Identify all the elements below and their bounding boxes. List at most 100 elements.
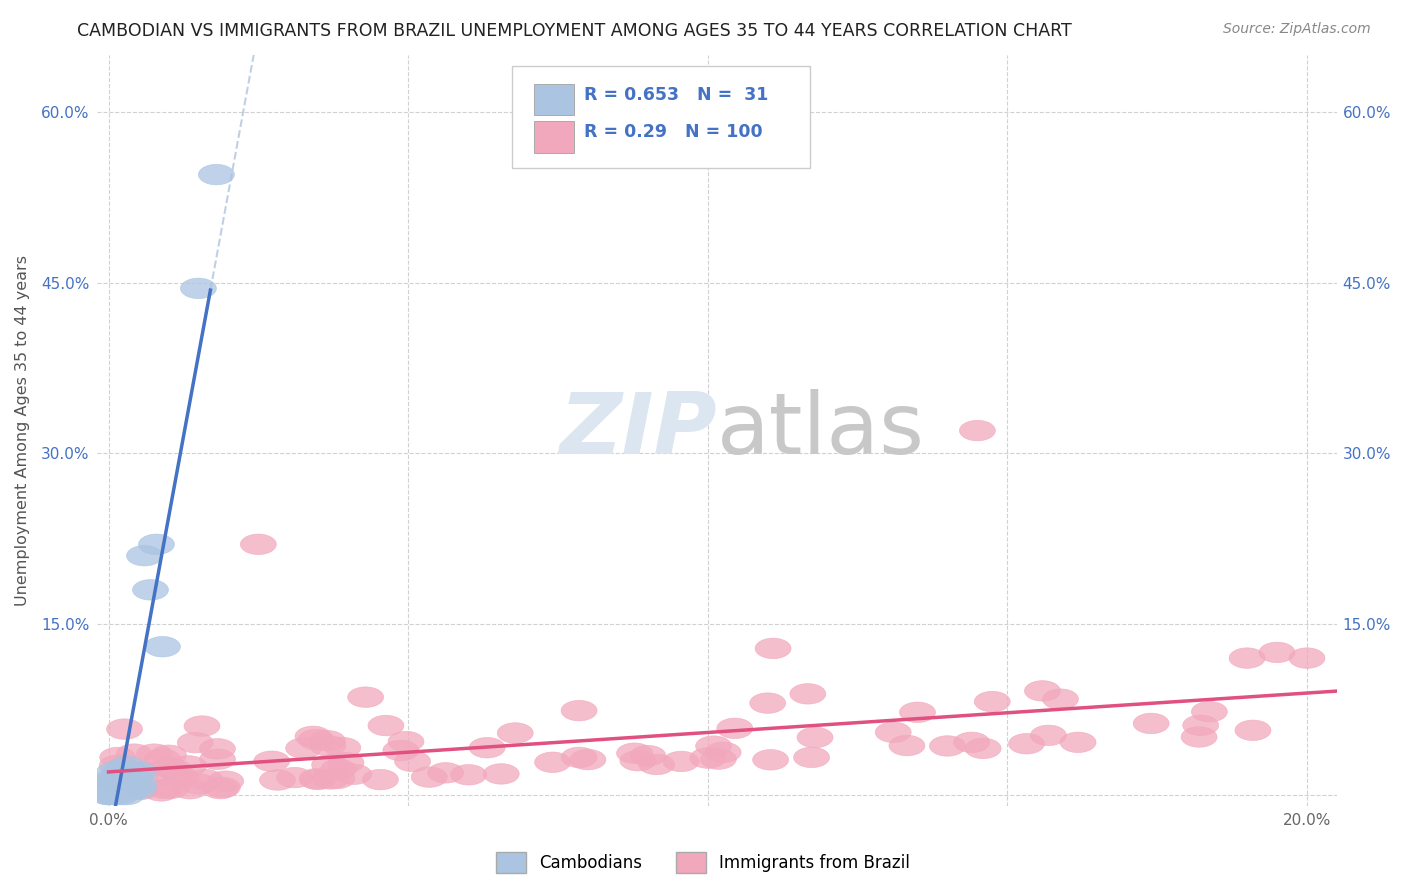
Text: R = 0.653   N =  31: R = 0.653 N = 31 [583,86,769,104]
Ellipse shape [103,779,139,799]
Ellipse shape [1025,681,1060,701]
Ellipse shape [103,762,139,782]
Text: atlas: atlas [717,389,925,472]
Ellipse shape [121,779,156,799]
Ellipse shape [285,738,322,758]
Ellipse shape [240,534,277,555]
Ellipse shape [125,762,162,782]
Ellipse shape [132,580,169,600]
Ellipse shape [100,756,135,776]
Ellipse shape [470,738,505,758]
Ellipse shape [630,746,666,766]
Ellipse shape [312,755,347,775]
Ellipse shape [277,767,312,788]
Ellipse shape [260,770,295,790]
Ellipse shape [90,773,127,794]
Ellipse shape [90,779,127,799]
Ellipse shape [114,773,150,794]
Ellipse shape [876,722,911,742]
Ellipse shape [295,726,330,747]
Ellipse shape [889,735,925,756]
Ellipse shape [90,784,127,805]
Ellipse shape [1008,733,1045,754]
Ellipse shape [156,760,193,780]
Ellipse shape [202,779,238,799]
Ellipse shape [118,765,155,786]
Legend: Cambodians, Immigrants from Brazil: Cambodians, Immigrants from Brazil [489,846,917,880]
Text: R = 0.29   N = 100: R = 0.29 N = 100 [583,123,762,142]
Ellipse shape [180,773,217,794]
Ellipse shape [145,637,180,657]
Ellipse shape [150,756,187,777]
Ellipse shape [347,687,384,707]
Ellipse shape [1182,715,1219,736]
Ellipse shape [484,764,519,784]
Ellipse shape [121,762,156,782]
Ellipse shape [312,769,349,789]
Ellipse shape [198,164,235,185]
Ellipse shape [336,764,371,785]
Ellipse shape [974,691,1011,712]
Ellipse shape [97,762,132,782]
Ellipse shape [388,731,425,752]
Ellipse shape [638,755,675,775]
Ellipse shape [363,770,398,789]
Ellipse shape [98,772,135,792]
Ellipse shape [1133,714,1170,734]
Ellipse shape [180,278,217,299]
Ellipse shape [184,715,219,736]
Ellipse shape [561,747,598,768]
Ellipse shape [717,718,752,739]
Ellipse shape [700,749,737,769]
Ellipse shape [1031,725,1066,746]
Ellipse shape [187,769,222,789]
Ellipse shape [107,719,142,739]
Ellipse shape [309,731,346,751]
Ellipse shape [103,784,139,805]
Ellipse shape [108,756,145,776]
Ellipse shape [1181,727,1218,747]
Ellipse shape [153,778,190,798]
Text: Source: ZipAtlas.com: Source: ZipAtlas.com [1223,22,1371,37]
Ellipse shape [953,732,990,753]
Ellipse shape [108,784,145,805]
Ellipse shape [117,744,152,764]
FancyBboxPatch shape [512,66,810,168]
Ellipse shape [321,759,356,780]
Ellipse shape [114,779,150,799]
Ellipse shape [97,767,132,788]
Ellipse shape [146,778,183,798]
Text: CAMBODIAN VS IMMIGRANTS FROM BRAZIL UNEMPLOYMENT AMONG AGES 35 TO 44 YEARS CORRE: CAMBODIAN VS IMMIGRANTS FROM BRAZIL UNEM… [77,22,1073,40]
Ellipse shape [155,766,191,787]
Ellipse shape [1191,701,1227,722]
Ellipse shape [561,700,598,721]
Ellipse shape [150,745,187,765]
Ellipse shape [143,780,179,801]
Ellipse shape [1060,732,1097,753]
Ellipse shape [204,777,240,797]
Ellipse shape [299,769,335,789]
Ellipse shape [139,534,174,555]
Ellipse shape [319,768,354,789]
Ellipse shape [620,750,655,771]
Ellipse shape [450,764,486,785]
Ellipse shape [172,779,208,799]
Ellipse shape [1289,648,1324,668]
Ellipse shape [617,743,652,764]
Ellipse shape [395,751,430,772]
Ellipse shape [900,702,935,723]
Ellipse shape [706,742,741,763]
Ellipse shape [122,779,159,799]
Ellipse shape [1229,648,1265,668]
Ellipse shape [309,735,346,756]
Ellipse shape [90,779,127,799]
Ellipse shape [569,749,606,770]
Ellipse shape [108,773,145,794]
Ellipse shape [690,747,725,768]
Ellipse shape [790,683,825,704]
Ellipse shape [114,762,150,782]
Ellipse shape [90,773,127,794]
Ellipse shape [696,736,731,756]
Ellipse shape [368,715,404,736]
Ellipse shape [929,736,966,756]
